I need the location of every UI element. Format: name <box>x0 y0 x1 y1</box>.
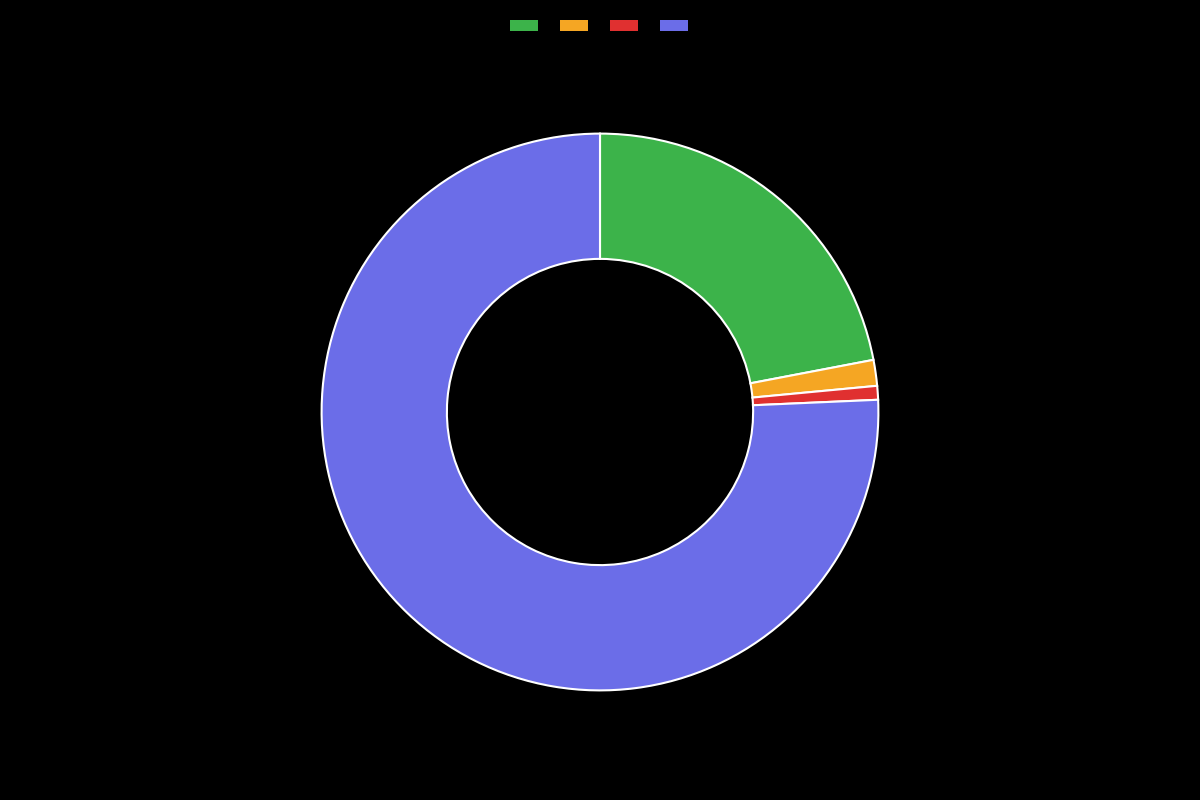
Wedge shape <box>322 134 878 690</box>
Legend: , , , : , , , <box>506 15 694 38</box>
Wedge shape <box>752 386 878 406</box>
Wedge shape <box>750 360 877 398</box>
Wedge shape <box>600 134 874 383</box>
